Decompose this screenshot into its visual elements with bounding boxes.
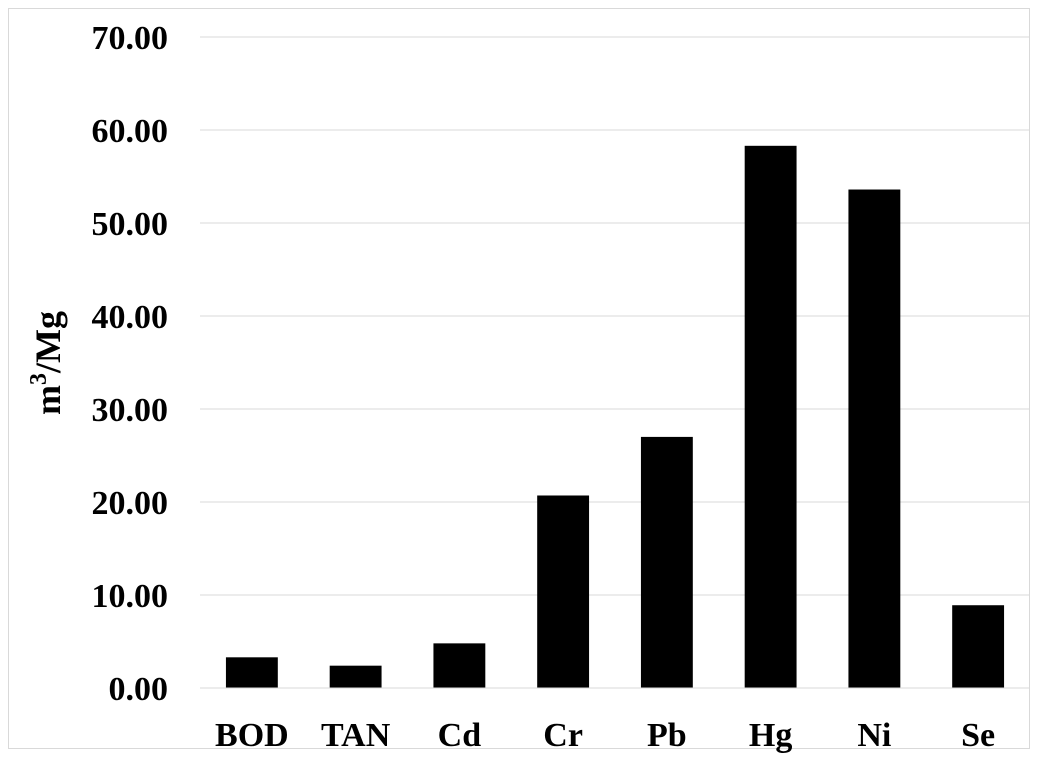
x-category-label: Pb (647, 717, 687, 754)
bar-ni (848, 189, 901, 688)
x-category-label: BOD (215, 717, 289, 754)
bars (225, 145, 1005, 688)
bar-se (952, 605, 1005, 688)
x-category-label: Se (961, 717, 995, 754)
x-category-label: Cr (543, 717, 583, 754)
y-axis-title-sup: 3 (26, 373, 52, 385)
y-tick-label: 60.00 (92, 113, 169, 150)
bar-cr (537, 495, 590, 688)
bar-tan (329, 665, 382, 688)
x-category-label: Ni (857, 717, 891, 754)
x-category-label: Hg (749, 717, 792, 754)
y-tick-label: 40.00 (92, 299, 169, 336)
y-axis-title: m3/Mg (26, 311, 68, 415)
y-axis-title-rest: /Mg (28, 311, 68, 374)
y-tick-label: 50.00 (92, 206, 169, 243)
bar-cd (433, 643, 486, 688)
x-category-label: Cd (438, 717, 482, 754)
y-axis-tick-labels: 0.00 10.00 20.00 30.00 40.00 50.00 60.00 70.00 (92, 20, 169, 708)
x-axis-category-labels: BOD TAN Cd Cr Pb Hg Ni Se (215, 717, 995, 754)
x-category-label: TAN (321, 717, 391, 754)
y-tick-label: 20.00 (92, 485, 169, 522)
bar-bod (225, 657, 278, 688)
bar-hg (744, 145, 797, 688)
y-axis-title-base: m (28, 385, 68, 415)
y-tick-label: 0.00 (109, 671, 169, 708)
y-tick-label: 30.00 (92, 392, 169, 429)
bar-pb (640, 436, 693, 688)
y-tick-label: 70.00 (92, 20, 169, 57)
gridlines (200, 36, 1030, 596)
y-tick-label: 10.00 (92, 578, 169, 615)
